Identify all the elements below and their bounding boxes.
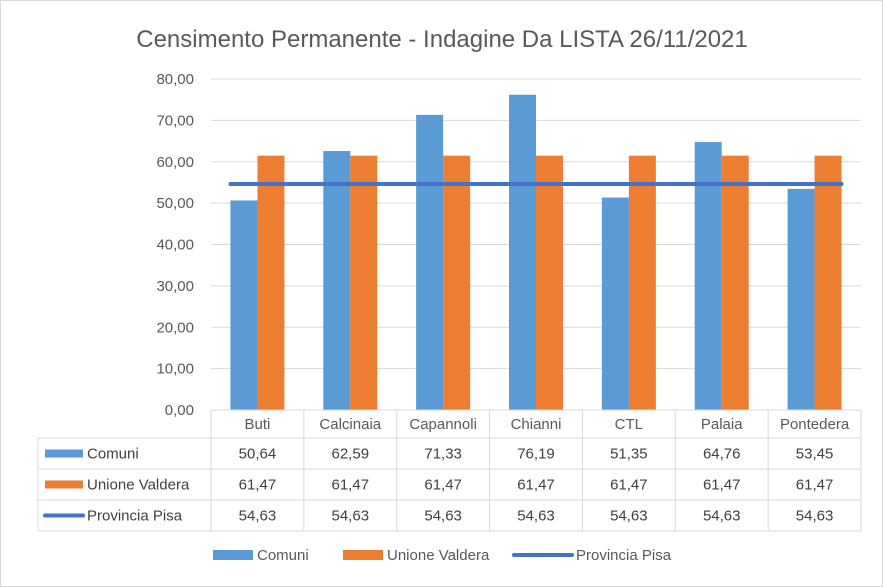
table-key-unione-valdera [45,480,83,489]
y-tick-label: 80,00 [156,71,194,88]
y-tick-label: 50,00 [156,195,194,212]
table-cell: 76,19 [517,446,555,463]
table-cell: 50,64 [239,446,277,463]
bar-unione-valdera-palaia [721,155,749,410]
y-tick-label: 60,00 [156,154,194,171]
table-cell: 61,47 [796,477,834,494]
legend-label: Provincia Pisa [576,547,672,564]
table-cell: 61,47 [424,477,462,494]
category-label: Pontedera [780,416,850,433]
category-label: Chianni [511,416,562,433]
table-cell: 54,63 [796,508,834,525]
bars [230,94,842,411]
table-cell: 54,63 [703,508,741,525]
legend-key-comuni [213,550,253,560]
bar-comuni-buti [230,200,258,410]
bar-comuni-palaia [694,142,722,411]
table-cell: 54,63 [332,508,370,525]
bar-comuni-chianni [509,94,536,410]
bar-unione-valdera-pontedera [814,155,842,410]
chart-title: Censimento Permanente - Indagine Da LIST… [136,26,748,53]
table-row-label: Unione Valdera [87,477,190,494]
table-cell: 53,45 [796,446,834,463]
table-cell: 54,63 [424,508,462,525]
bar-unione-valdera-calcinaia [350,155,378,410]
table-cell: 61,47 [517,477,555,494]
table-cell: 61,47 [239,477,277,494]
table-cell: 51,35 [610,446,648,463]
table-cell: 64,76 [703,446,741,463]
bar-comuni-calcinaia [323,151,351,410]
bar-unione-valdera-ctl [628,155,656,410]
y-tick-label: 40,00 [156,237,194,254]
table-cell: 71,33 [424,446,462,463]
category-label: Calcinaia [319,416,381,433]
category-label: Palaia [701,416,743,433]
table-cell: 61,47 [703,477,741,494]
table-cell: 54,63 [239,508,277,525]
legend: Comuni Unione Valdera Provincia Pisa [213,547,672,564]
y-tick-label: 10,00 [156,361,194,378]
category-label: Capannoli [409,416,477,433]
bar-comuni-pontedera [787,188,815,410]
table-row-label: Provincia Pisa [87,508,183,525]
table-row-label: Comuni [87,446,139,463]
table-cell: 62,59 [332,446,370,463]
category-label: Buti [244,416,270,433]
y-tick-label: 70,00 [156,112,194,129]
table-cell: 54,63 [610,508,648,525]
table-cell: 61,47 [610,477,648,494]
y-axis-ticks: 0,00 10,00 20,00 30,00 40,00 50,00 60,00 70,00 8… [156,71,194,419]
legend-key-unione-valdera [343,550,383,560]
bar-comuni-capannoli [416,114,444,410]
y-tick-label: 0,00 [165,402,194,419]
bar-comuni-ctl [601,197,629,410]
y-tick-label: 20,00 [156,319,194,336]
data-table: Buti Calcinaia Capannoli Chianni CTL Palaia Po… [37,409,862,532]
y-tick-label: 30,00 [156,278,194,295]
bar-unione-valdera-buti [257,155,285,410]
table-key-comuni [45,449,83,458]
table-cell: 61,47 [332,477,370,494]
category-label: CTL [615,416,643,433]
table-cell: 54,63 [517,508,555,525]
legend-label: Comuni [257,547,309,564]
bar-unione-valdera-chianni [536,155,563,410]
bar-unione-valdera-capannoli [443,155,471,410]
legend-label: Unione Valdera [387,547,490,564]
